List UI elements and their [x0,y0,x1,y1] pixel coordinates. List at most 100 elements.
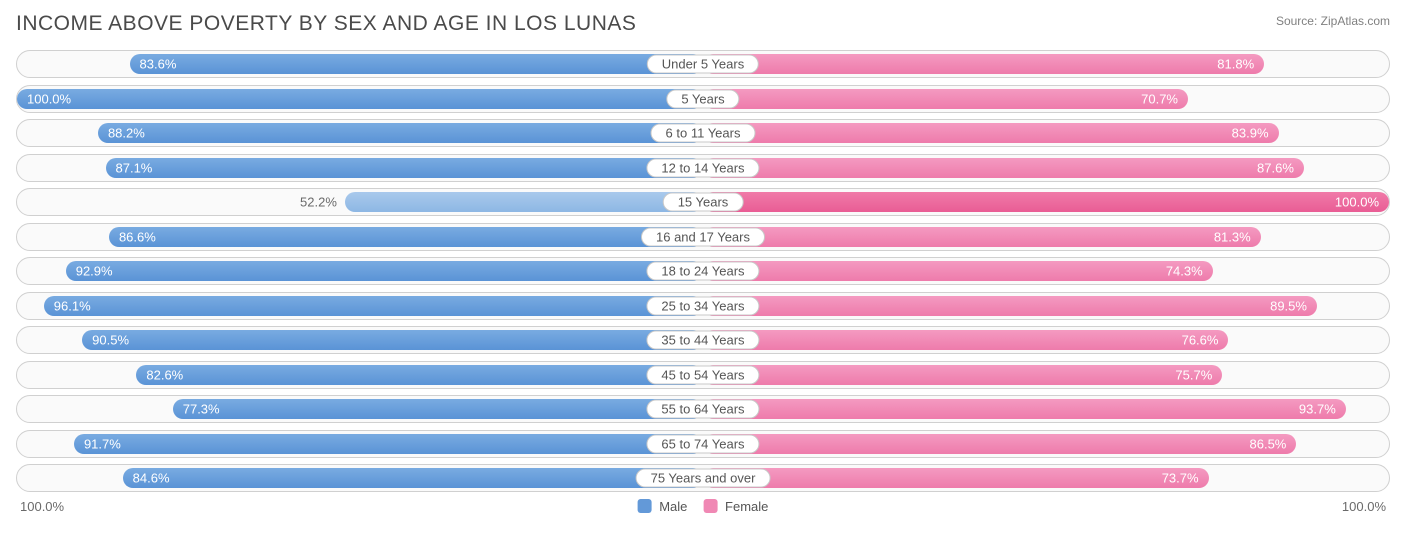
male-value: 88.2% [108,126,145,141]
female-bar: 74.3% [703,261,1213,281]
female-value: 87.6% [1257,160,1294,175]
chart-source: Source: ZipAtlas.com [1276,14,1390,28]
male-bar: 82.6% [136,365,703,385]
category-label: 15 Years [663,193,744,212]
chart-row: 91.7%86.5%65 to 74 Years [16,430,1390,458]
male-bar: 92.9% [66,261,703,281]
female-bar: 75.7% [703,365,1222,385]
category-label: 18 to 24 Years [646,262,759,281]
female-bar: 76.6% [703,330,1228,350]
category-label: 12 to 14 Years [646,158,759,177]
male-half: 87.1% [17,155,703,181]
category-label: 75 Years and over [636,469,771,488]
category-label: 6 to 11 Years [651,124,756,143]
female-half: 100.0% [703,189,1389,215]
male-half: 83.6% [17,51,703,77]
male-half: 84.6% [17,465,703,491]
female-bar: 73.7% [703,468,1209,488]
female-half: 74.3% [703,258,1389,284]
male-value: 87.1% [116,160,153,175]
male-half: 77.3% [17,396,703,422]
chart-row: 92.9% 74.3% 18 to 24 Years [16,257,1390,285]
category-label: 25 to 34 Years [646,296,759,315]
legend-item-female: Female [703,499,768,514]
male-half: 92.9% [17,258,703,284]
male-half: 88.2% [17,120,703,146]
female-bar: 86.5% [703,434,1296,454]
male-half: 90.5% [17,327,703,353]
legend-item-male: Male [638,499,688,514]
male-bar: 100.0% [17,89,703,109]
female-value: 83.9% [1232,126,1269,141]
male-bar: 90.5% [82,330,703,350]
chart-row: 52.2% 100.0% 15 Years [16,188,1390,216]
axis-label-left: 100.0% [20,499,64,514]
category-label: 35 to 44 Years [646,331,759,350]
male-bar: 96.1% [44,296,703,316]
female-bar: 83.9% [703,123,1279,143]
male-value: 83.6% [140,57,177,72]
female-bar: 89.5% [703,296,1317,316]
female-value: 70.7% [1141,91,1178,106]
chart-row: 88.2% 83.9% 6 to 11 Years [16,119,1390,147]
axis-label-right: 100.0% [1342,499,1386,514]
female-half: 81.3% [703,224,1389,250]
female-half: 75.7% [703,362,1389,388]
female-value: 75.7% [1175,367,1212,382]
chart-row: 87.1% 87.6% 12 to 14 Years [16,154,1390,182]
female-value: 76.6% [1182,333,1219,348]
chart-row: 86.6% 81.3% 16 and 17 Years [16,223,1390,251]
female-half: 70.7% [703,86,1389,112]
male-bar: 91.7% [74,434,703,454]
male-half: 96.1% [17,293,703,319]
male-half: 52.2% [17,189,703,215]
chart-row: 77.3%93.7%55 to 64 Years [16,395,1390,423]
male-value: 96.1% [54,298,91,313]
chart-row: 96.1% 89.5%25 to 34 Years [16,292,1390,320]
legend-swatch-male [638,499,652,513]
chart-row: 90.5% 76.6% 35 to 44 Years [16,326,1390,354]
male-value: 92.9% [76,264,113,279]
male-value: 52.2% [300,195,337,210]
chart-row: 82.6% 75.7% 45 to 54 Years [16,361,1390,389]
female-value: 100.0% [1335,195,1379,210]
male-bar: 83.6% [130,54,703,74]
female-value: 81.3% [1214,229,1251,244]
chart-header: INCOME ABOVE POVERTY BY SEX AND AGE IN L… [16,12,1390,36]
female-value: 74.3% [1166,264,1203,279]
male-value: 86.6% [119,229,156,244]
legend-swatch-female [703,499,717,513]
male-half: 86.6% [17,224,703,250]
male-bar: 86.6% [109,227,703,247]
legend: Male Female [638,499,769,514]
category-label: 45 to 54 Years [646,365,759,384]
male-bar: 77.3% [173,399,703,419]
legend-label-female: Female [725,499,768,514]
female-half: 89.5% [703,293,1389,319]
category-label: 55 to 64 Years [646,400,759,419]
female-bar: 87.6% [703,158,1304,178]
chart-title: INCOME ABOVE POVERTY BY SEX AND AGE IN L… [16,12,636,36]
female-bar: 100.0% [703,192,1389,212]
male-half: 82.6% [17,362,703,388]
female-half: 73.7% [703,465,1389,491]
female-bar: 70.7% [703,89,1188,109]
category-label: 5 Years [666,89,739,108]
female-half: 76.6% [703,327,1389,353]
category-label: 16 and 17 Years [641,227,765,246]
male-value: 82.6% [146,367,183,382]
category-label: Under 5 Years [647,55,759,74]
female-value: 81.8% [1217,57,1254,72]
male-value: 100.0% [27,91,71,106]
diverging-bar-chart: 83.6% 81.8% Under 5 Years 100.0% 70.7% 5 Year… [16,50,1390,492]
female-half: 87.6% [703,155,1389,181]
female-half: 93.7% [703,396,1389,422]
male-bar [345,192,703,212]
category-label: 65 to 74 Years [646,434,759,453]
female-half: 86.5% [703,431,1389,457]
male-value: 90.5% [92,333,129,348]
legend-label-male: Male [659,499,687,514]
chart-row: 84.6%73.7%75 Years and over [16,464,1390,492]
female-half: 83.9% [703,120,1389,146]
female-bar: 81.8% [703,54,1264,74]
